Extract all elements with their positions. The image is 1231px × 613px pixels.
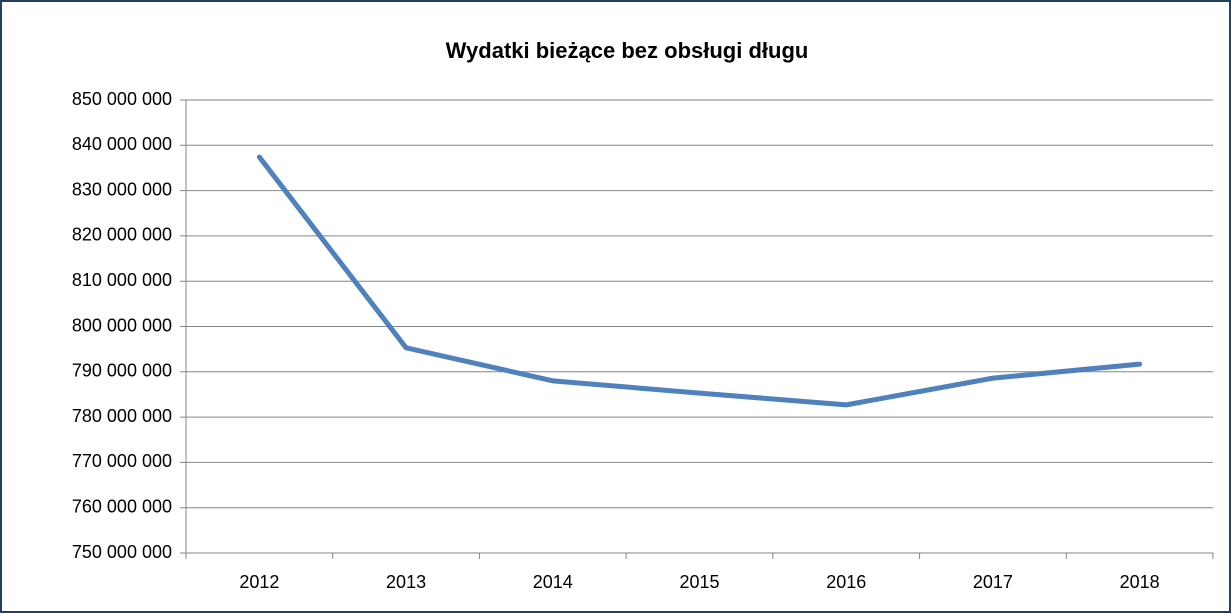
y-tick-label: 760 000 000 [72,496,172,516]
y-tick-label: 780 000 000 [72,406,172,426]
y-tick-label: 750 000 000 [72,542,172,562]
y-tick-label: 790 000 000 [72,361,172,381]
y-tick-label: 770 000 000 [72,451,172,471]
y-tick-label: 850 000 000 [72,89,172,109]
y-tick-label: 820 000 000 [72,225,172,245]
x-tick-label: 2015 [679,572,719,592]
line-series [256,154,1143,408]
x-tick-label: 2013 [386,572,426,592]
y-tick-label: 800 000 000 [72,315,172,335]
y-tick-label: 840 000 000 [72,134,172,154]
x-tick-label: 2017 [973,572,1013,592]
chart-title: Wydatki bieżące bez obsługi długu [446,38,809,63]
x-tick-label: 2014 [533,572,573,592]
x-tick-label: 2018 [1120,572,1160,592]
y-tick-label: 830 000 000 [72,179,172,199]
y-tick-label: 810 000 000 [72,270,172,290]
x-tick-label: 2016 [826,572,866,592]
x-tick-label: 2012 [239,572,279,592]
